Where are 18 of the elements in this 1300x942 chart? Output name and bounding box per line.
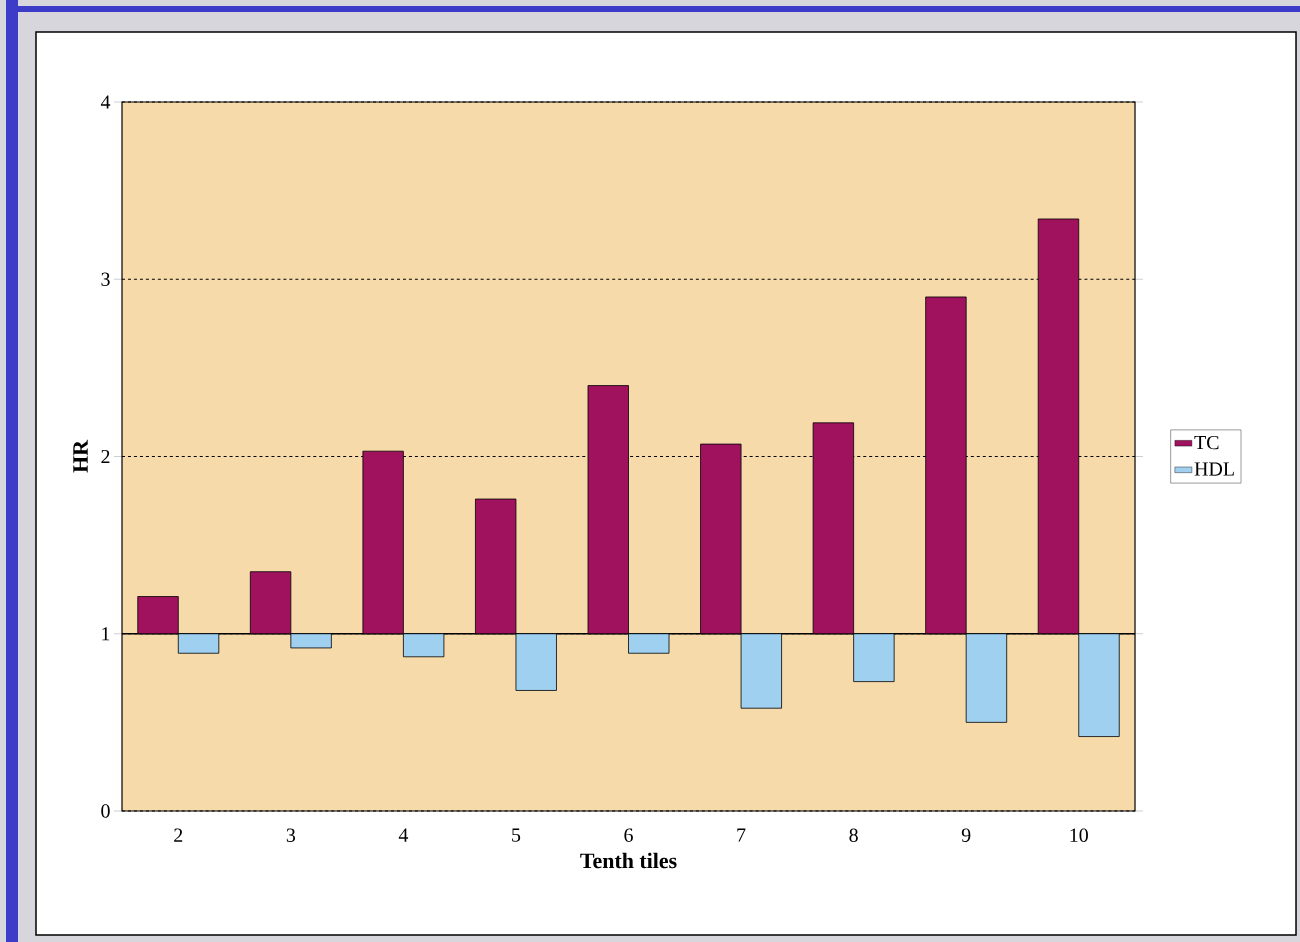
x-tick-label: 9 [961, 828, 971, 842]
legend-label: TC [1194, 435, 1219, 450]
y-axis-title: HR [73, 439, 88, 473]
y-tick-label: 1 [102, 627, 110, 641]
x-tick-label: 5 [512, 828, 521, 842]
x-tick-label: 8 [849, 828, 858, 842]
x-tick-label: 3 [286, 828, 296, 842]
x-tick-label: 7 [737, 828, 746, 842]
y-tick-label: 3 [101, 272, 110, 286]
x-axis-title: Tenth tiles [580, 852, 677, 869]
x-tick-label: 4 [398, 828, 409, 842]
legend-label: HDL [1194, 462, 1234, 476]
x-tick-label: 6 [624, 828, 633, 842]
x-tick-label: 2 [174, 828, 183, 842]
x-tick-label: 10 [1070, 828, 1088, 842]
y-tick-label: 4 [100, 95, 111, 109]
y-tick-label: 0 [101, 804, 110, 818]
y-tick-label: 2 [101, 449, 110, 464]
